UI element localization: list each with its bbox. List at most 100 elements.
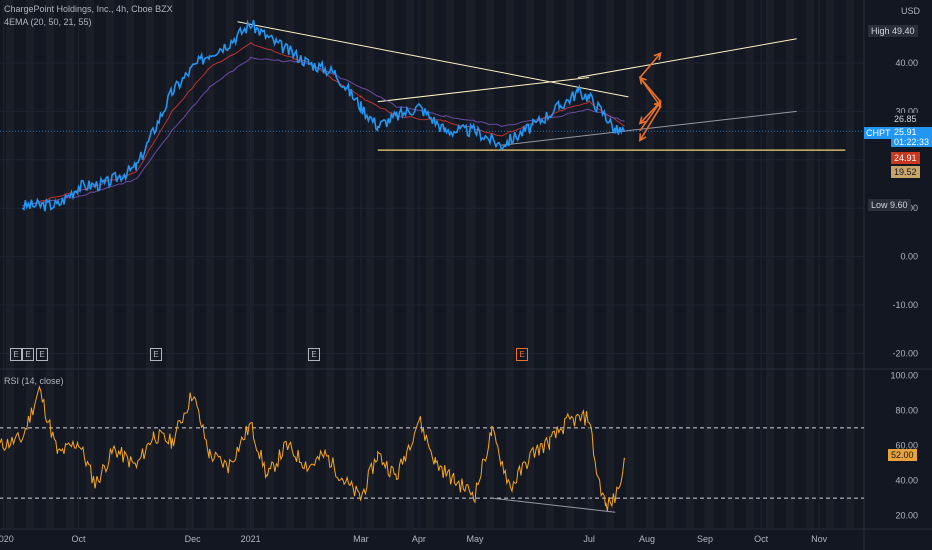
time-tick-label: Mar [353, 534, 369, 544]
time-tick-label: Nov [811, 534, 828, 544]
session-band [586, 0, 594, 528]
session-band [486, 0, 494, 528]
session-band [126, 0, 134, 528]
price-line [21, 19, 626, 212]
session-band [686, 0, 694, 528]
rsi-tick-label: 20.00 [895, 511, 918, 521]
session-band [626, 0, 634, 528]
session-band [546, 0, 554, 528]
session-band [746, 0, 754, 528]
rsi-trendline [491, 497, 616, 513]
rsi-tick-label: 100.00 [890, 370, 918, 380]
session-band [766, 0, 774, 528]
session-band [346, 0, 354, 528]
low-value: 9.60 [890, 200, 908, 210]
session-band [786, 0, 794, 528]
session-band [366, 0, 374, 528]
time-tick-label: Apr [412, 534, 426, 544]
rsi-tick-label: 80.00 [895, 405, 918, 415]
earnings-marker[interactable]: E [10, 348, 22, 361]
time-tick-label: 2020 [0, 534, 14, 544]
session-band [386, 0, 394, 528]
price-tick-label: 30.00 [895, 106, 918, 116]
rsi-value-tag: 52.00 [888, 449, 917, 461]
session-band [226, 0, 234, 528]
level-tag-2: 24.91 [891, 152, 920, 164]
session-band [206, 0, 214, 528]
rsi-legend[interactable]: RSI (14, close) [4, 376, 64, 386]
rsi-tick-label: 40.00 [895, 476, 918, 486]
session-band [106, 0, 114, 528]
projection-arrow [639, 77, 662, 107]
session-band [26, 0, 34, 528]
chart-title[interactable]: ChargePoint Holdings, Inc., 4h, Cboe BZX [4, 4, 173, 14]
indicator-legend[interactable]: 4EMA (20, 50, 21, 55) [4, 17, 92, 27]
trendline [501, 110, 797, 146]
session-band [426, 0, 434, 528]
series-layer [0, 19, 626, 512]
time-tick-label: May [467, 534, 485, 544]
earnings-marker[interactable]: E [308, 348, 320, 361]
drawings-layer[interactable] [237, 21, 846, 513]
rsi-line [0, 385, 626, 512]
session-band [846, 0, 854, 528]
rsi-tick-label: 60.00 [895, 440, 918, 450]
price-tag: 25.91 01:22:33 [891, 127, 932, 147]
projection-arrowhead [638, 116, 647, 125]
time-tick-label: Oct [754, 534, 769, 544]
time-tick-label: Dec [185, 534, 202, 544]
session-band [646, 0, 654, 528]
level-tag-1: 26.85 [891, 113, 920, 125]
projection-arrow [639, 101, 662, 132]
time-tick-label: 2021 [241, 534, 261, 544]
symbol-tag: CHPT [864, 127, 893, 139]
time-tick-label: Aug [639, 534, 655, 544]
currency-label: USD [900, 6, 920, 16]
session-band [306, 0, 314, 528]
time-tick-label: Sep [697, 534, 713, 544]
session-band [66, 0, 74, 528]
session-band [166, 0, 174, 528]
session-band [446, 0, 454, 528]
session-band [406, 0, 414, 528]
low-tag: Low 9.60 [868, 199, 911, 211]
session-band [466, 0, 474, 528]
price-tick-label: 0.00 [900, 252, 918, 262]
projection-arrow [639, 52, 662, 78]
session-band [266, 0, 274, 528]
session-band [86, 0, 94, 528]
session-band [566, 0, 574, 528]
trendline [577, 38, 797, 78]
session-band [506, 0, 514, 528]
high-tag: High 49.40 [868, 25, 918, 37]
price-tick-label: -10.00 [892, 300, 918, 310]
price-tick-label: 40.00 [895, 58, 918, 68]
high-label: High [871, 26, 890, 36]
projection-arrow [639, 106, 662, 141]
time-tick-label: Jul [583, 534, 595, 544]
session-band [146, 0, 154, 528]
session-band [186, 0, 194, 528]
session-band [6, 0, 14, 528]
earnings-marker[interactable]: E [22, 348, 34, 361]
session-band [666, 0, 674, 528]
price-tick-label: -20.00 [892, 348, 918, 358]
session-band [286, 0, 294, 528]
high-value: 49.40 [892, 26, 915, 36]
countdown-value: 01:22:33 [894, 137, 930, 147]
earnings-marker[interactable]: E [36, 348, 48, 361]
session-band [806, 0, 814, 528]
session-band [326, 0, 334, 528]
session-band [246, 0, 254, 528]
session-band [46, 0, 54, 528]
price-value: 25.91 [894, 127, 917, 137]
level-tag-3: 19.52 [891, 166, 920, 178]
session-band [706, 0, 714, 528]
earnings-marker[interactable]: E [150, 348, 162, 361]
trendline [377, 76, 590, 103]
earnings-marker[interactable]: E [516, 348, 528, 361]
session-band [726, 0, 734, 528]
